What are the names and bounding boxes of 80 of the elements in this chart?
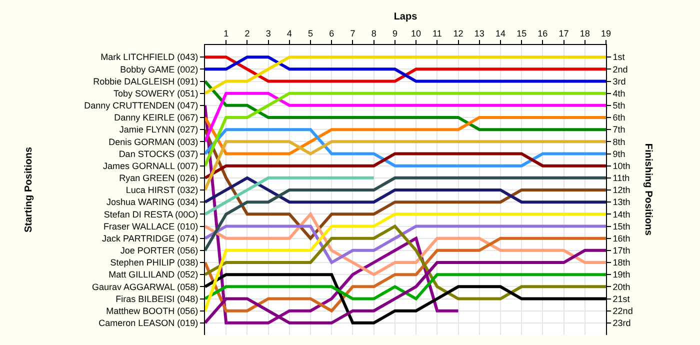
y2-tick-label: 5th bbox=[612, 100, 626, 111]
category-label: Fraser WALLACE (010) bbox=[103, 221, 198, 232]
x-tick-label: 17 bbox=[558, 28, 569, 38]
x-tick-label: 6 bbox=[329, 28, 334, 38]
y2-tick-label: 15th bbox=[612, 221, 630, 232]
y2-tick-label: 22nd bbox=[612, 306, 633, 316]
x-tick-label: 13 bbox=[474, 28, 484, 38]
y2-tick-label: 14th bbox=[612, 209, 630, 220]
category-label: Denis GORMAN (003) bbox=[108, 136, 198, 147]
category-label: Stephen PHILIP (038) bbox=[110, 258, 198, 268]
line-series bbox=[205, 224, 606, 300]
y2-tick-label: 23rd bbox=[612, 318, 631, 328]
category-label: Toby SOWERY (051) bbox=[113, 88, 198, 98]
category-label: Jack PARTRIDGE (074) bbox=[102, 233, 198, 244]
category-label: Robbie DALGLEISH (091) bbox=[93, 76, 198, 86]
x-tick-label: 8 bbox=[371, 28, 376, 38]
category-label: Joshua WARING (034) bbox=[106, 197, 198, 208]
y2-tick-label: 11th bbox=[612, 173, 630, 184]
category-label: Ryan GREEN (026) bbox=[119, 173, 198, 184]
x-tick-label: 4 bbox=[286, 28, 292, 38]
line-series bbox=[205, 116, 606, 156]
x-tick-label: 14 bbox=[495, 28, 506, 38]
line-series bbox=[205, 212, 606, 312]
category-label: Danny CRUTTENDEN (047) bbox=[84, 100, 198, 111]
y2-axis-title: Finishing Positions bbox=[642, 143, 654, 236]
x-tick-label: 3 bbox=[266, 28, 271, 38]
y2-tick-label: 10th bbox=[612, 160, 630, 171]
line-series bbox=[205, 128, 606, 240]
y2-tick-label: 19th bbox=[612, 270, 630, 280]
line-series bbox=[205, 176, 606, 252]
x-tick-label: 15 bbox=[516, 28, 527, 38]
category-label: Gaurav AGGARWAL (058) bbox=[92, 282, 198, 292]
category-label: Joe PORTER (056) bbox=[120, 246, 198, 256]
category-label: Matthew BOOTH (056) bbox=[106, 306, 198, 316]
x-axis-title: Laps bbox=[394, 11, 418, 22]
line-series bbox=[205, 56, 606, 95]
category-label: Firas BILBEISI (048) bbox=[116, 294, 198, 304]
category-label: Stefan DI RESTA (00O) bbox=[104, 209, 198, 220]
category-label: Jamie FLYNN (027) bbox=[119, 124, 198, 135]
y2-tick-label: 9th bbox=[612, 148, 626, 159]
line-series bbox=[205, 80, 606, 132]
x-tick-label: 11 bbox=[432, 28, 442, 38]
y2-tick-label: 6th bbox=[612, 112, 626, 123]
x-tick-label: 2 bbox=[244, 28, 250, 38]
category-label: Danny KEIRLE (067) bbox=[114, 112, 198, 123]
x-tick-label: 5 bbox=[308, 28, 314, 38]
line-series bbox=[205, 224, 606, 264]
y2-tick-label: 1st bbox=[612, 52, 626, 62]
y2-tick-label: 13th bbox=[612, 197, 630, 208]
line-series bbox=[205, 176, 376, 216]
line-series bbox=[205, 212, 606, 276]
category-label: Matt GILLILAND (052) bbox=[108, 270, 198, 280]
category-label: Dan STOCKS (037) bbox=[118, 148, 198, 159]
y2-tick-label: 7th bbox=[612, 124, 626, 135]
y2-tick-label: 16th bbox=[612, 233, 630, 244]
y2-tick-label: 8th bbox=[612, 136, 626, 147]
y2-tick-label: 3rd bbox=[612, 76, 626, 86]
x-tick-label: 12 bbox=[453, 28, 464, 38]
y2-tick-label: 21st bbox=[612, 294, 630, 304]
category-label: Bobby GAME (002) bbox=[120, 64, 198, 74]
y2-tick-label: 4th bbox=[612, 88, 626, 98]
x-tick-label: 18 bbox=[580, 28, 590, 38]
x-tick-label: 9 bbox=[392, 28, 398, 38]
y2-tick-label: 12th bbox=[612, 185, 630, 196]
text: Starting Positions bbox=[24, 146, 35, 233]
y2-tick-label: 20th bbox=[612, 282, 630, 292]
category-label: Luca HIRST (032) bbox=[126, 185, 198, 196]
y2-tick-label: 18th bbox=[612, 258, 630, 268]
x-tick-label: 19 bbox=[600, 28, 612, 38]
category-label: Cameron LEASON (019) bbox=[98, 318, 198, 328]
y2-tick-label: 17th bbox=[612, 246, 630, 256]
line-series bbox=[205, 236, 606, 312]
line-series bbox=[205, 92, 606, 168]
x-tick-label: 1 bbox=[224, 28, 229, 38]
category-label: Mark LITCHFIELD (043) bbox=[100, 52, 198, 62]
x-tick-label: 16 bbox=[538, 28, 548, 38]
category-label: James GORNALL (007) bbox=[102, 160, 198, 171]
y2-tick-label: 2nd bbox=[612, 64, 628, 74]
x-tick-label: 10 bbox=[411, 28, 422, 38]
x-tick-label: 7 bbox=[350, 28, 356, 38]
